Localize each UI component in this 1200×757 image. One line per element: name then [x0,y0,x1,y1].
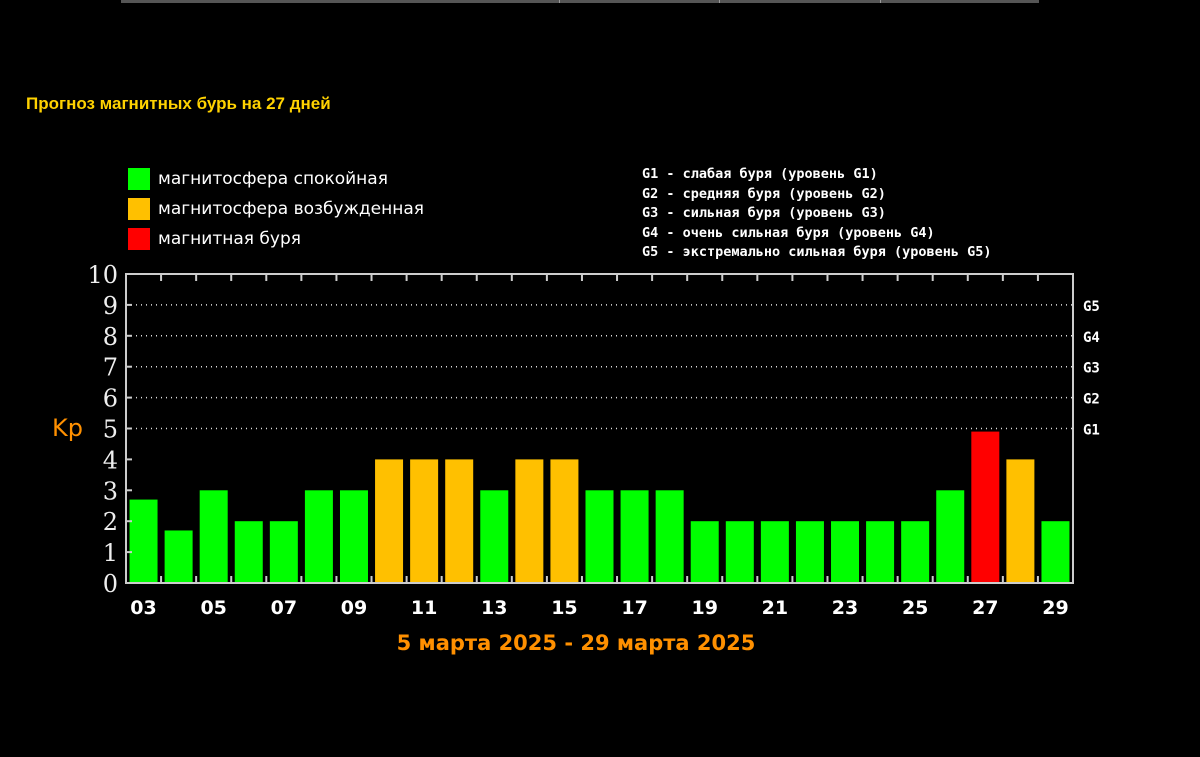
x-tick-label: 27 [972,597,998,619]
x-tick-label: 25 [902,597,928,619]
g5-legend: G5 - экстремально сильная буря (уровень … [642,244,992,260]
bar-22 [795,521,824,583]
y-tick-label: 0 [103,570,118,598]
swatch-red [128,228,150,250]
x-axis-date-range: 5 марта 2025 - 29 марта 2025 [397,631,756,655]
bar-05 [199,490,228,583]
g4-legend: G4 - очень сильная буря (уровень G4) [642,224,935,241]
y-tick-label: 10 [87,261,118,289]
y-axis-label: Kp [52,414,83,442]
bar-08 [304,490,333,583]
legend-label: магнитная буря [158,229,301,249]
legend-item-storm: магнитная буря [128,224,424,254]
x-tick-label: 11 [411,597,437,619]
right-tick-label: G2 [1083,392,1100,408]
bar-03 [129,499,158,583]
bar-09 [339,490,368,583]
swatch-orange [128,198,150,220]
bar-26 [936,490,965,583]
bar-16 [585,490,614,583]
y-tick-label: 5 [103,416,118,444]
legend-label: магнитосфера возбужденная [158,199,424,219]
y-tick-label: 3 [103,477,118,505]
bar-12 [445,459,474,583]
y-tick-label: 4 [103,446,118,474]
x-tick-label: 15 [551,597,577,619]
y-tick-label: 8 [103,323,118,351]
right-tick-label: G3 [1083,361,1100,377]
right-tick-label: G1 [1083,423,1100,439]
g1-legend: G1 - слабая буря (уровень G1) [642,166,878,182]
bar-19 [690,521,719,583]
bar-06 [234,521,263,583]
x-tick-label: 21 [762,597,788,619]
top-tab-strip [121,0,1039,3]
y-tick-label: 1 [103,539,118,567]
y-tick-label: 2 [103,508,118,536]
right-tick-label: G5 [1083,299,1100,315]
y-tick-label: 7 [103,354,118,382]
bar-13 [480,490,509,583]
bar-14 [515,459,544,583]
color-legend: магнитосфера спокойная магнитосфера возб… [128,164,424,254]
bar-18 [655,490,684,583]
swatch-green [128,168,150,190]
bar-04 [164,530,193,583]
right-tick-label: G4 [1083,330,1100,346]
x-tick-label: 09 [341,597,367,619]
legend-item-quiet: магнитосфера спокойная [128,164,424,194]
bar-21 [760,521,789,583]
y-tick-label: 6 [103,385,118,413]
bar-23 [831,521,860,583]
legend-item-active: магнитосфера возбужденная [128,194,424,224]
bar-29 [1041,521,1070,583]
bar-17 [620,490,649,583]
x-tick-label: 17 [621,597,647,619]
x-tick-label: 13 [481,597,507,619]
y-tick-label: 9 [103,292,118,320]
g3-legend: G3 - сильная буря (уровень G3) [642,205,886,221]
bar-11 [410,459,439,583]
bar-25 [901,521,930,583]
bar-15 [550,459,579,583]
legend-label: магнитосфера спокойная [158,169,388,189]
page-title: Прогноз магнитных бурь на 27 дней [26,94,331,113]
bar-28 [1006,459,1035,583]
g2-legend: G2 - средняя буря (уровень G2) [642,185,886,202]
x-tick-label: 07 [271,597,297,619]
bar-10 [375,459,404,583]
x-tick-label: 23 [832,597,858,619]
bar-20 [725,521,754,583]
x-tick-label: 19 [691,597,717,619]
x-tick-label: 29 [1042,597,1068,619]
g-level-legend: G1 - слабая буря (уровень G1) G2 - средн… [642,165,992,263]
bar-27 [971,431,1000,583]
x-tick-label: 05 [200,597,226,619]
bar-24 [866,521,895,583]
bar-07 [269,521,298,583]
x-tick-label: 03 [130,597,156,619]
